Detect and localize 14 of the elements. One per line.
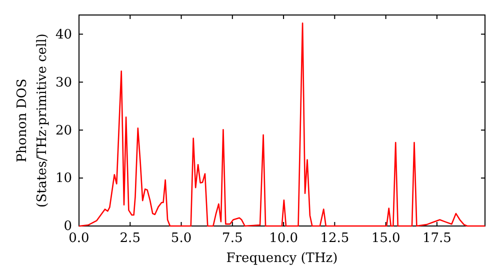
line-series [78,22,486,227]
x-tick-label: 10.0 [269,231,298,246]
y-tick-label: 10 [55,171,72,186]
y-tick-label: 40 [55,27,72,42]
x-tick-label: 17.5 [422,231,452,246]
x-tick-label: 5.0 [170,231,192,246]
y-tick-label: 20 [55,123,72,138]
x-tick-label: 15.0 [371,231,400,246]
y-axis-title: Phonon DOS (States/THz·primitive cell) [15,33,50,208]
x-axis-title: Frequency (THz) [226,251,338,266]
y-tick-label: 30 [55,75,72,90]
x-tick-label: 12.5 [320,231,350,246]
x-tick-label: 2.5 [120,231,140,246]
x-tick-label: 7.5 [222,231,243,246]
